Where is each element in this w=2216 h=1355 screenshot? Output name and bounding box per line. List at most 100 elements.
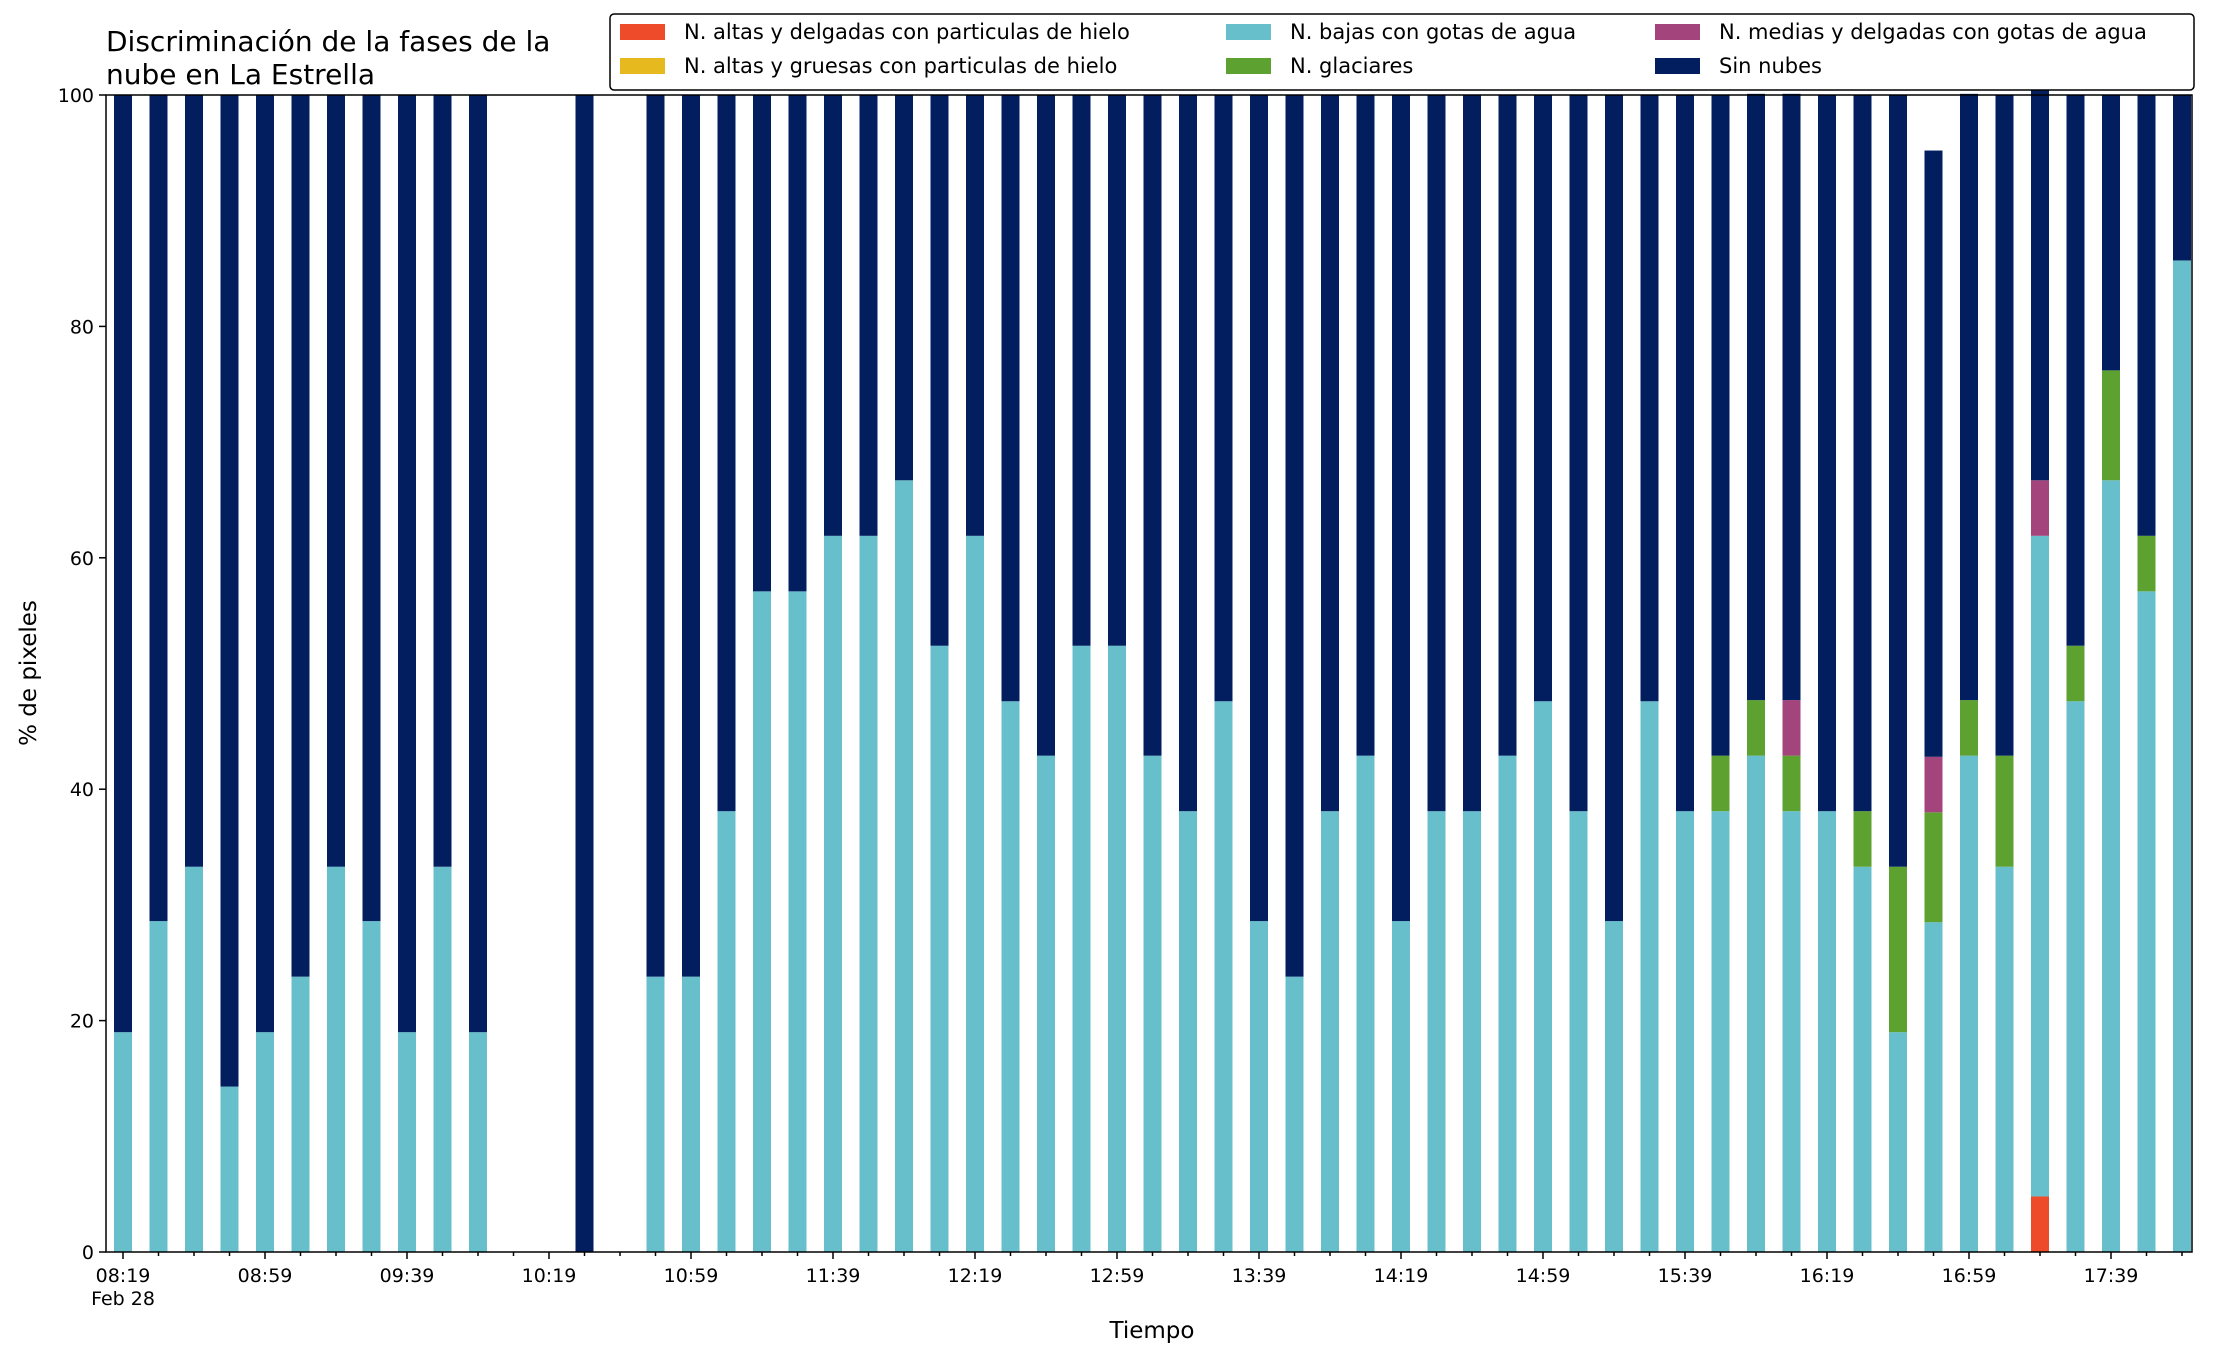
bar-segment-bajas (717, 811, 736, 1252)
bar-segment-medias (1782, 700, 1801, 756)
bar-segment-bajas (1392, 921, 1410, 1252)
y-tick-label: 100 (58, 85, 94, 107)
bar-segment-sin_nubes (575, 95, 594, 1252)
bar-segment-sin_nubes (646, 95, 665, 977)
x-axis-label: Tiempo (1109, 1318, 1195, 1344)
bar-segment-glaciares (2066, 645, 2085, 702)
bar-segment-bajas (1569, 811, 1588, 1252)
legend-label-altas_gruesas: N. altas y gruesas con particulas de hie… (684, 54, 1117, 78)
bar-segment-bajas (1072, 645, 1091, 1252)
bar-segment-sin_nubes (1143, 95, 1162, 756)
bar-segment-sin_nubes (185, 95, 203, 867)
bar-segment-sin_nubes (1037, 95, 1055, 756)
bar-segment-sin_nubes (1711, 95, 1730, 756)
bar-segment-sin_nubes (1108, 95, 1126, 646)
bar-segment-sin_nubes (362, 95, 381, 922)
legend-swatch-altas_delgadas (620, 24, 665, 40)
bar-segment-sin_nubes (1640, 95, 1659, 702)
bar-segment-bajas (682, 976, 700, 1252)
bar-segment-sin_nubes (433, 95, 452, 867)
bar-segment-bajas (1250, 921, 1268, 1252)
legend-swatch-altas_gruesas (620, 58, 665, 74)
bar-segment-sin_nubes (1534, 95, 1552, 702)
bar-segment-bajas (824, 535, 842, 1252)
bar-segment-bajas (1534, 701, 1552, 1252)
x-tick-label: 11:39 (806, 1265, 861, 1287)
bar-segment-bajas (1605, 921, 1623, 1252)
bar-segment-bajas (1285, 976, 1304, 1252)
bar-segment-sin_nubes (1889, 95, 1907, 867)
bar-segment-bajas (966, 535, 984, 1252)
bar-segment-bajas (398, 1032, 416, 1252)
bar-segment-sin_nubes (256, 95, 274, 1033)
bar-segment-bajas (1356, 755, 1375, 1252)
bar-segment-bajas (2137, 591, 2156, 1252)
bar-segment-sin_nubes (1285, 95, 1304, 977)
bar-segment-sin_nubes (2173, 95, 2191, 261)
x-tick-label: 16:59 (1942, 1265, 1997, 1287)
bar-segment-bajas (185, 866, 203, 1252)
bar-segment-glaciares (1711, 755, 1730, 812)
bar-segment-bajas (859, 535, 878, 1252)
bar-segment-sin_nubes (1001, 95, 1020, 702)
bar-segment-bajas (1498, 755, 1517, 1252)
bar-segment-bajas (1960, 755, 1978, 1252)
bar-segment-bajas (1676, 811, 1694, 1252)
bar-segment-bajas (220, 1086, 239, 1252)
bar-segment-bajas (291, 976, 310, 1252)
bar-segment-sin_nubes (1498, 95, 1517, 756)
bar-segment-bajas (753, 591, 771, 1252)
bar-segment-sin_nubes (788, 95, 807, 592)
bar-segment-sin_nubes (220, 95, 239, 1087)
bars-layer (114, 39, 2191, 1252)
y-tick-label: 80 (70, 316, 94, 338)
bar-segment-bajas (2173, 260, 2191, 1252)
bar-segment-bajas (149, 921, 168, 1252)
bar-segment-sin_nubes (398, 95, 416, 1033)
y-tick-label: 60 (70, 548, 94, 570)
bar-segment-glaciares (1960, 700, 1978, 756)
y-axis-label: % de pixeles (16, 600, 42, 746)
bar-segment-bajas (1463, 811, 1481, 1252)
bar-segment-bajas (362, 921, 381, 1252)
bar-segment-bajas (788, 591, 807, 1252)
bar-segment-sin_nubes (2102, 95, 2120, 371)
bar-segment-bajas (2102, 480, 2120, 1252)
bar-segment-glaciares (1995, 755, 2014, 867)
bar-segment-glaciares (1889, 866, 1907, 1033)
bar-segment-bajas (1179, 811, 1197, 1252)
legend-label-glaciares: N. glaciares (1290, 54, 1413, 78)
bar-segment-bajas (1321, 811, 1339, 1252)
bar-segment-bajas (1853, 866, 1872, 1252)
plot-frame (105, 94, 2193, 1253)
legend-swatch-glaciares (1226, 58, 1271, 74)
bar-segment-bajas (1995, 866, 2014, 1252)
bar-segment-sin_nubes (1605, 95, 1623, 922)
bar-segment-bajas (1924, 922, 1943, 1252)
bar-segment-sin_nubes (327, 95, 345, 867)
bar-segment-sin_nubes (1569, 95, 1588, 812)
bar-segment-bajas (327, 866, 345, 1252)
bar-segment-bajas (1711, 811, 1730, 1252)
legend: N. altas y delgadas con particulas de hi… (609, 13, 2195, 91)
bar-segment-glaciares (2137, 535, 2156, 592)
bar-segment-sin_nubes (1747, 93, 1765, 701)
bar-segment-glaciares (1853, 811, 1872, 867)
x-axis: 08:19 08:59 09:39 10:19 10:59 11:39 12:19 12:59… (91, 1252, 2183, 1310)
bar-segment-bajas (433, 866, 452, 1252)
bar-segment-bajas (1782, 811, 1801, 1252)
bar-segment-sin_nubes (1782, 93, 1801, 701)
bar-segment-sin_nubes (859, 95, 878, 536)
legend-label-altas_delgadas: N. altas y delgadas con particulas de hi… (684, 20, 1130, 44)
bar-segment-bajas (1037, 755, 1055, 1252)
legend-label-bajas: N. bajas con gotas de agua (1290, 20, 1576, 44)
bar-segment-bajas (1818, 811, 1836, 1252)
y-tick-label: 0 (82, 1242, 94, 1264)
bar-segment-bajas (469, 1032, 487, 1252)
legend-swatch-sin_nubes (1655, 58, 1700, 74)
x-tick-label: 10:19 (522, 1265, 577, 1287)
bar-segment-sin_nubes (1995, 95, 2014, 756)
bar-segment-bajas (1747, 755, 1765, 1252)
bar-segment-glaciares (1747, 700, 1765, 756)
